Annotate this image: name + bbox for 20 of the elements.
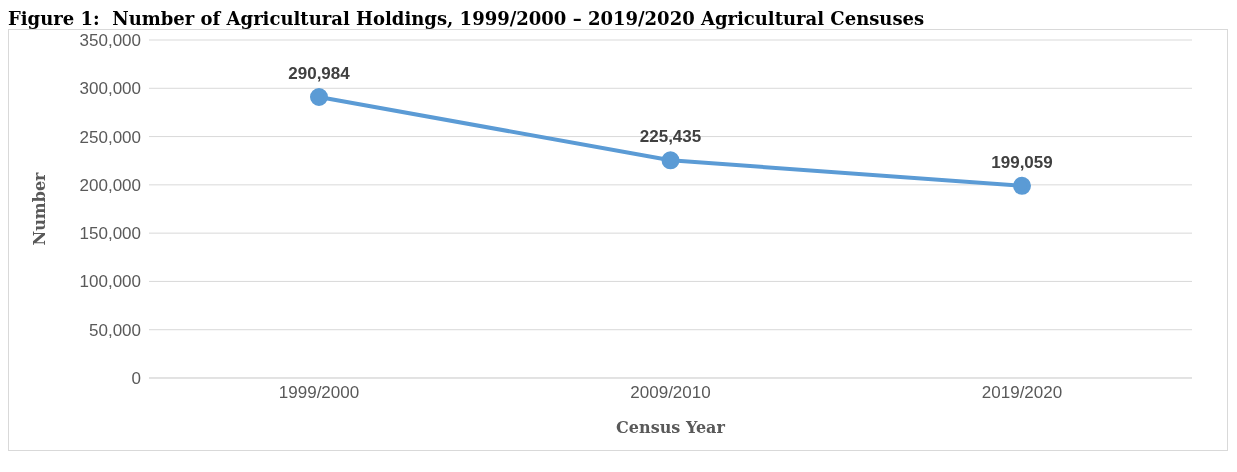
data-label: 225,435 <box>639 127 702 147</box>
point <box>310 87 328 106</box>
y-tick-label: 250,000 <box>79 127 141 147</box>
chart-title: Figure 1: Number of Agricultural Holdings, 1999/2000 – 2019/2020 Agricultural Censuses <box>8 8 926 29</box>
y-tick-label: 150,000 <box>79 224 141 244</box>
x-axis-title: Census Year <box>616 418 726 437</box>
x-tick-label: 2009/2010 <box>630 383 711 403</box>
y-tick-label: 50,000 <box>89 320 141 340</box>
data-label: 199,059 <box>991 152 1053 172</box>
point <box>661 151 680 170</box>
y-tick-label: 200,000 <box>79 175 141 195</box>
y-axis-title: Number <box>29 171 49 246</box>
y-tick-label: 350,000 <box>79 31 141 51</box>
point <box>1013 176 1031 195</box>
data-label: 290,984 <box>288 63 351 83</box>
x-tick-label: 1999/2000 <box>278 383 360 403</box>
x-tick-label: 2019/2020 <box>981 383 1063 403</box>
y-tick-label: 0 <box>131 369 141 389</box>
y-tick-label: 300,000 <box>79 79 141 99</box>
y-tick-label: 100,000 <box>79 272 141 292</box>
